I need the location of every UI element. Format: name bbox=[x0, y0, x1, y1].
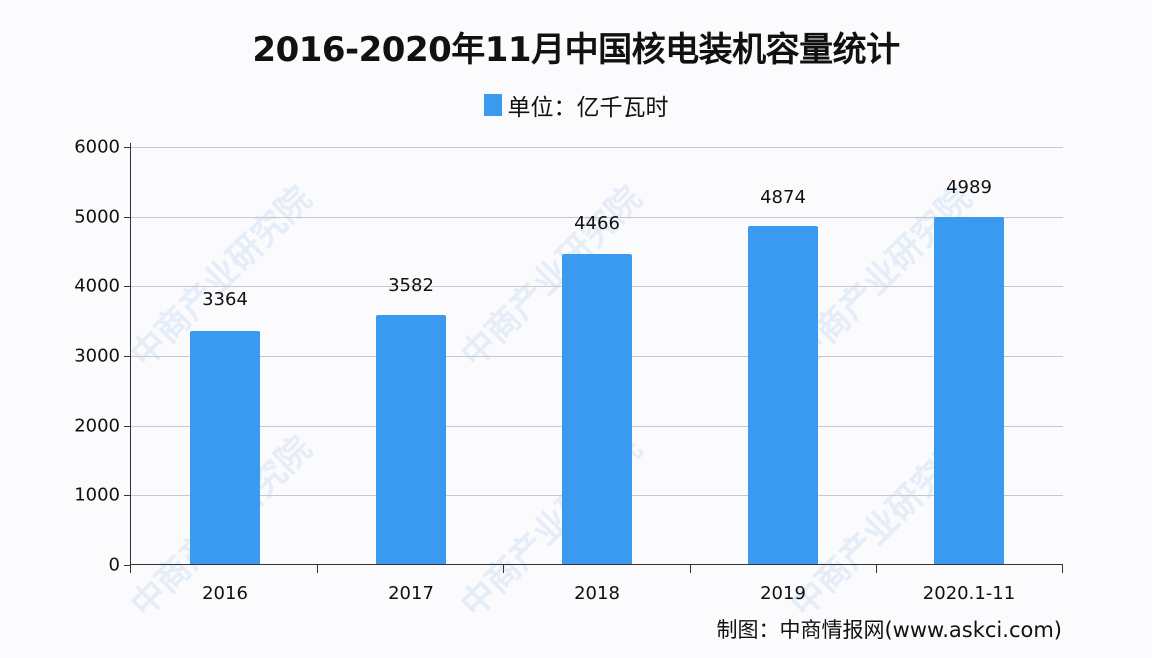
y-tick bbox=[124, 565, 130, 566]
x-tick bbox=[1062, 565, 1063, 573]
legend-swatch bbox=[483, 94, 502, 116]
y-tick-label: 1000 bbox=[74, 484, 120, 506]
x-tick-label: 2016 bbox=[202, 583, 248, 604]
x-tick bbox=[876, 565, 877, 573]
data-label: 3364 bbox=[202, 289, 248, 310]
x-tick-label: 2019 bbox=[760, 583, 806, 604]
source-note: 制图：中商情报网(www.askci.com) bbox=[716, 618, 1062, 642]
x-axis bbox=[130, 564, 1063, 565]
y-tick-label: 0 bbox=[108, 554, 120, 576]
x-tick-label: 2017 bbox=[388, 583, 434, 604]
x-tick-label: 2020.1-11 bbox=[922, 583, 1016, 604]
chart-title: 2016-2020年11月中国核电装机容量统计 bbox=[252, 30, 900, 70]
y-tick bbox=[124, 356, 130, 357]
data-label: 4466 bbox=[574, 213, 620, 234]
gridline bbox=[130, 217, 1063, 218]
y-tick bbox=[124, 286, 130, 287]
plot-area: 6000 5000 4000 3000 2000 1000 0 3364 358… bbox=[74, 137, 1063, 604]
y-tick bbox=[124, 217, 130, 218]
y-tick bbox=[124, 147, 130, 148]
data-label: 3582 bbox=[388, 275, 434, 296]
bar-2019 bbox=[748, 226, 818, 565]
y-tick-label: 2000 bbox=[74, 415, 120, 437]
bar-2016 bbox=[190, 331, 260, 565]
x-tick bbox=[690, 565, 691, 573]
y-tick-label: 5000 bbox=[74, 206, 120, 228]
bar-2018 bbox=[562, 254, 632, 565]
y-tick bbox=[124, 426, 130, 427]
bar-2020 bbox=[934, 217, 1004, 565]
x-tick bbox=[317, 565, 318, 573]
legend: 单位：亿千瓦时 bbox=[0, 88, 1152, 122]
bar-2017 bbox=[376, 315, 446, 565]
data-label: 4989 bbox=[946, 177, 992, 198]
y-axis bbox=[130, 143, 131, 573]
y-tick-label: 3000 bbox=[74, 345, 120, 367]
gridline bbox=[130, 147, 1063, 148]
legend-label: 单位：亿千瓦时 bbox=[507, 95, 669, 121]
x-tick bbox=[503, 565, 504, 573]
x-tick-label: 2018 bbox=[574, 583, 620, 604]
y-tick-label: 4000 bbox=[74, 275, 120, 297]
data-label: 4874 bbox=[760, 187, 806, 208]
x-tick bbox=[130, 565, 131, 573]
y-tick bbox=[124, 495, 130, 496]
y-tick-label: 6000 bbox=[74, 136, 120, 158]
